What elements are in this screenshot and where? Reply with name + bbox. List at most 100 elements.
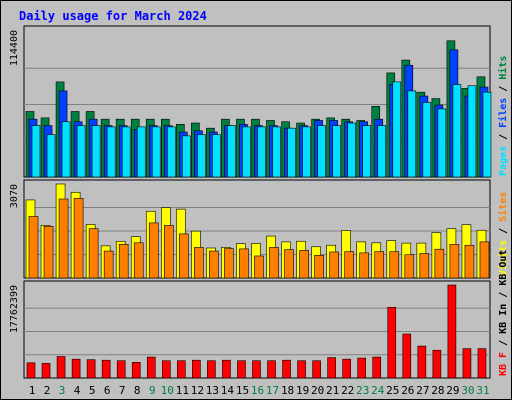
- bar-sites-day-15: [239, 248, 249, 279]
- bar-pages-day-18: [287, 127, 296, 178]
- bar-pages-day-5: [91, 125, 101, 178]
- x-label-day-31: 31: [476, 384, 489, 397]
- legend-entry: KB F: [498, 352, 509, 376]
- bar-sites-day-21: [329, 251, 339, 279]
- x-label-day-6: 6: [104, 384, 111, 397]
- x-label-day-5: 5: [89, 384, 96, 397]
- bottom-panel: 17762399 KB F / KB In / KB Out: [9, 250, 509, 379]
- bar-pages-day-20: [317, 125, 326, 178]
- bar-sites-day-17: [269, 247, 279, 279]
- x-label-day-19: 19: [296, 384, 309, 397]
- bar-pages-day-3: [61, 121, 71, 178]
- bar-sites-day-22: [344, 251, 354, 279]
- legend-entry: Files: [497, 98, 509, 128]
- legend-entry: KB In: [498, 304, 509, 334]
- bar-sites-day-18: [284, 249, 294, 279]
- bar-sites-day-29: [449, 244, 460, 279]
- bar-sites-day-31: [479, 241, 490, 279]
- bar-kb-f-day-10: [161, 360, 171, 379]
- bar-sites-day-23: [359, 252, 370, 279]
- bar-pages-day-14: [227, 125, 236, 178]
- legend-right: KB F / KB In / KB Out: [498, 250, 509, 376]
- bar-pages-day-6: [106, 126, 116, 178]
- bar-pages-day-4: [76, 125, 86, 178]
- bar-kb-f-day-9: [146, 356, 156, 379]
- bar-pages-day-19: [302, 126, 311, 178]
- bar-pages-day-30: [467, 85, 477, 178]
- bar-pages-day-25: [392, 81, 402, 178]
- x-label-day-22: 22: [341, 384, 354, 397]
- chart-title: Daily usage for March 2024: [19, 9, 207, 23]
- bar-pages-day-13: [212, 134, 221, 178]
- bar-sites-day-13: [209, 250, 219, 279]
- x-label-day-26: 26: [401, 384, 414, 397]
- bar-kb-f-day-29: [447, 284, 457, 379]
- legend-entry: Hits: [497, 56, 509, 80]
- x-label-day-20: 20: [311, 384, 324, 397]
- x-label-day-15: 15: [236, 384, 249, 397]
- bar-kb-f-day-30: [462, 348, 472, 379]
- bar-sites-day-9: [148, 222, 159, 279]
- y-max-label: 114400: [9, 30, 20, 66]
- bar-pages-day-17: [272, 126, 281, 178]
- x-label-day-17: 17: [266, 384, 279, 397]
- bar-pages-day-2: [46, 134, 56, 178]
- x-label-day-16: 16: [251, 384, 264, 397]
- bar-kb-f-day-16: [252, 360, 261, 379]
- bar-sites-day-16: [254, 255, 264, 279]
- x-label-day-12: 12: [191, 384, 204, 397]
- bar-kb-f-day-22: [342, 358, 351, 379]
- bar-kb-f-day-15: [237, 360, 246, 379]
- bar-pages-day-11: [182, 135, 191, 178]
- bar-pages-day-16: [257, 126, 266, 178]
- bar-sites-day-5: [88, 228, 99, 279]
- bar-pages-day-22: [347, 122, 356, 178]
- bar-pages-day-27: [422, 102, 432, 178]
- bar-pages-day-26: [407, 90, 417, 178]
- x-label-day-13: 13: [206, 384, 219, 397]
- bar-kb-f-day-4: [71, 358, 81, 379]
- bar-kb-f-day-20: [312, 360, 321, 379]
- legend-entry: Visits: [497, 240, 509, 276]
- bar-kb-f-day-23: [357, 357, 367, 379]
- bar-pages-day-12: [197, 134, 206, 178]
- x-label-day-18: 18: [281, 384, 294, 397]
- bar-sites-day-6: [103, 250, 114, 279]
- bar-kb-f-day-14: [222, 359, 231, 379]
- bar-sites-day-10: [163, 225, 174, 279]
- bar-kb-f-day-12: [192, 359, 201, 379]
- bar-kb-f-day-13: [207, 360, 216, 379]
- x-label-day-25: 25: [386, 384, 399, 397]
- bar-kb-f-day-21: [327, 357, 336, 379]
- bar-sites-day-28: [434, 248, 445, 279]
- bar-sites-day-1: [28, 216, 39, 279]
- bar-sites-day-7: [118, 244, 129, 279]
- bar-sites-day-8: [133, 242, 144, 279]
- bar-pages-day-10: [166, 126, 176, 178]
- legend-right: Visits / Sites: [497, 192, 509, 276]
- legend-right: Pages / Files / Hits: [497, 56, 509, 176]
- bar-kb-f-day-1: [26, 362, 36, 379]
- x-label-day-4: 4: [74, 384, 81, 397]
- x-label-day-11: 11: [176, 384, 189, 397]
- bar-sites-day-25: [389, 251, 400, 279]
- bar-kb-f-day-11: [177, 360, 186, 379]
- y-max-label: 3070: [9, 184, 20, 208]
- bar-sites-day-4: [73, 198, 84, 279]
- x-label-day-8: 8: [134, 384, 141, 397]
- bar-sites-day-26: [404, 254, 415, 279]
- bar-kb-f-day-3: [56, 356, 66, 379]
- bar-kb-f-day-2: [41, 363, 51, 379]
- bar-pages-day-1: [31, 125, 41, 178]
- bar-pages-day-9: [151, 126, 161, 178]
- x-label-day-3: 3: [59, 384, 66, 397]
- bar-kb-f-day-24: [372, 356, 382, 379]
- x-label-day-10: 10: [161, 384, 174, 397]
- bar-pages-day-28: [437, 108, 447, 178]
- bar-sites-day-30: [464, 244, 475, 279]
- bar-pages-day-15: [242, 126, 251, 178]
- bar-sites-day-24: [374, 251, 385, 279]
- bar-sites-day-11: [179, 233, 189, 279]
- bar-sites-day-3: [58, 198, 69, 279]
